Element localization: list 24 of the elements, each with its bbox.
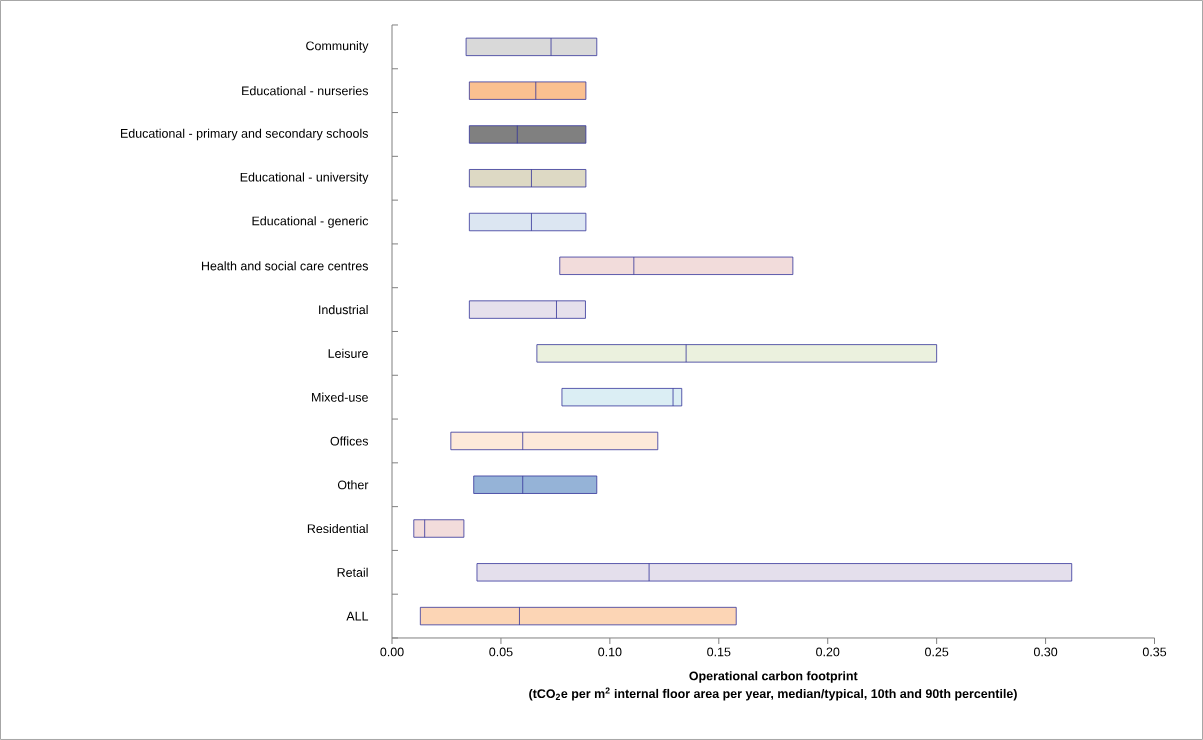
y-tick-label: Retail [337,567,368,577]
x-axis-title: Operational carbon footprint [689,671,858,683]
y-tick-label: Educational - university [240,172,369,185]
x-tick-label: 0.00 [380,647,404,657]
y-tick-label: Residential [307,523,368,534]
y-tick-label: Health and social care centres [201,261,369,271]
x-tick-label: 0.10 [598,647,622,657]
x-tick-label: 0.20 [816,647,840,657]
x-tick-label: 0.05 [489,647,513,657]
y-tick-label: Educational - primary and secondary schools [121,128,368,141]
y-tick-label: Community [306,41,369,53]
y-tick-label: Leisure [328,348,368,358]
y-tick-label: Mixed-use [312,392,368,402]
text: (tCO$_{2}$e per m$^{2}$ internal floor area per year, median/typical, 10th and 90th percentile) [529,687,1017,701]
y-tick-label: Educational - nurseries [242,86,369,96]
x-tick-label: 0.25 [925,647,949,657]
y-tick-label: Other [337,480,369,490]
x-tick-label: 0.15 [707,647,731,657]
y-tick-label: Industrial [319,305,368,315]
y-tick-label: Offices [330,436,369,446]
y-tick-label: ALL [346,611,369,621]
x-tick-label: 0.30 [1033,647,1058,657]
x-tick-label: 0.35 [1142,647,1167,657]
y-tick-label: Educational - generic [252,216,369,228]
